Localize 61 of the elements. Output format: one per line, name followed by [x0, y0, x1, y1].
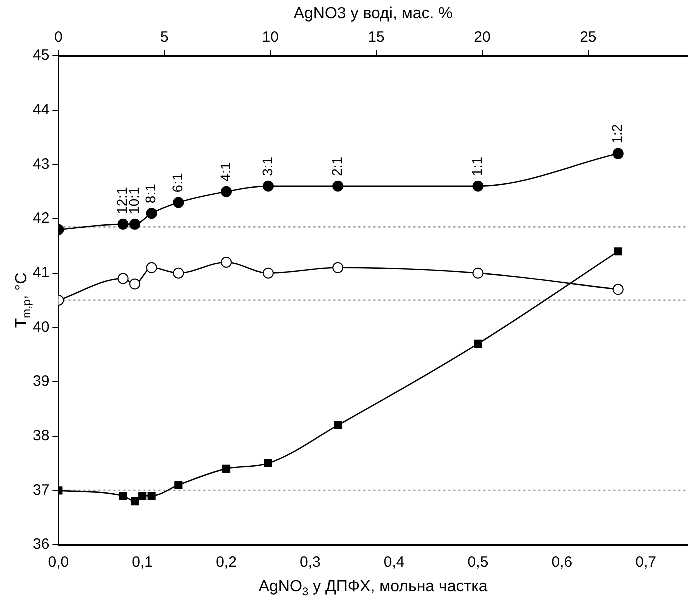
point: [221, 186, 232, 198]
point: [262, 180, 274, 192]
point: [130, 278, 141, 290]
x-tick-label: 0,3: [300, 554, 321, 572]
point: [612, 148, 624, 160]
x2-tick-label: 15: [368, 29, 385, 46]
point: [138, 492, 147, 500]
point: [222, 464, 231, 473]
point: [119, 492, 128, 500]
y-tick-label: 41: [32, 264, 50, 282]
y-tick-label: 38: [32, 427, 50, 444]
y-tick-label: 40: [32, 318, 50, 336]
annotation: 4:1: [217, 162, 234, 182]
point: [131, 498, 140, 506]
x-tick-label: 0,0: [48, 554, 70, 572]
point: [612, 284, 624, 296]
point: [174, 481, 183, 490]
point: [614, 248, 622, 256]
annotation: 1:1: [469, 156, 486, 176]
y-tick-label: 37: [32, 482, 50, 499]
x-tick-label: 0,6: [552, 554, 573, 572]
y-axis-title: Tm,p, °C: [13, 272, 34, 328]
point: [173, 268, 184, 279]
point: [146, 262, 158, 274]
annotation: 2:1: [328, 156, 345, 176]
point: [146, 208, 158, 220]
x2-tick-label: 0: [54, 29, 63, 46]
point: [262, 268, 274, 279]
point: [472, 180, 484, 192]
point: [130, 218, 141, 230]
x-tick-label: 0,4: [384, 554, 405, 572]
annotation: 1:2: [609, 124, 626, 144]
annotation: 8:1: [142, 184, 159, 204]
annotation: 6:1: [170, 173, 186, 193]
x2-tick-label: 10: [262, 29, 279, 46]
x-tick-label: 0,2: [216, 554, 237, 572]
point: [334, 421, 342, 430]
x-tick-label: 0,5: [468, 554, 489, 572]
y-tick-label: 45: [32, 47, 50, 64]
y-tick-label: 43: [32, 156, 50, 173]
y-tick-label: 44: [32, 101, 50, 118]
x-tick-label: 0,7: [636, 554, 656, 572]
point: [264, 459, 272, 468]
y-tick-label: 42: [32, 210, 50, 228]
x2-axis-title: AgNO3 у воді, мас. %: [294, 5, 453, 22]
point: [472, 268, 484, 279]
point: [332, 180, 344, 192]
y-tick-label: 39: [32, 373, 50, 390]
point: [221, 256, 232, 268]
x2-tick-label: 25: [580, 29, 597, 46]
point: [148, 492, 156, 500]
x-tick-label: 0,1: [132, 554, 154, 572]
point: [173, 197, 184, 208]
point: [118, 273, 129, 284]
point: [332, 262, 344, 274]
annotation: 3:1: [259, 156, 276, 176]
x2-tick-label: 5: [160, 29, 169, 46]
point: [118, 218, 129, 230]
y-tick-label: 36: [32, 536, 50, 554]
point: [474, 340, 482, 348]
x2-tick-label: 20: [474, 29, 491, 46]
